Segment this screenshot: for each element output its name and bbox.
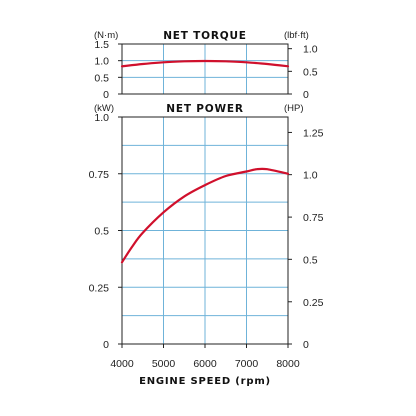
power-left-tick-label: 0.75 bbox=[89, 169, 110, 181]
x-tick-label: 7000 bbox=[235, 358, 259, 370]
torque-left-unit: (N·m) bbox=[94, 30, 118, 41]
power-series-line bbox=[120, 167, 290, 264]
torque-right-tick-label: 0.5 bbox=[303, 66, 318, 78]
power-left-tick-label: 0.25 bbox=[89, 282, 110, 294]
x-tick-label: 6000 bbox=[193, 358, 217, 370]
power-left-tick-label: 0 bbox=[103, 339, 109, 351]
torque-left-tick-label: 1.0 bbox=[94, 56, 109, 68]
torque-right-unit: (lbf·ft) bbox=[284, 30, 309, 41]
torque-series-line bbox=[120, 59, 290, 68]
x-tick-label: 5000 bbox=[152, 358, 176, 370]
power-title: NET POWER bbox=[166, 103, 243, 115]
power-right-tick-label: 1.25 bbox=[303, 127, 324, 139]
power-left-tick-label: 1.0 bbox=[94, 112, 109, 124]
power-right-tick-label: 0.5 bbox=[303, 254, 318, 266]
power-right-tick-label: 1.0 bbox=[303, 170, 318, 182]
power-right-tick-label: 0 bbox=[303, 339, 309, 351]
torque-right-tick-label: 1.0 bbox=[303, 44, 318, 56]
power-right-tick-label: 0.25 bbox=[303, 297, 324, 309]
torque-left-tick-label: 0.5 bbox=[94, 72, 109, 84]
torque-plot-frame bbox=[121, 43, 289, 95]
power-right-unit: (HP) bbox=[284, 103, 304, 114]
x-axis-title: ENGINE SPEED (rpm) bbox=[139, 376, 271, 387]
x-tick-label: 4000 bbox=[110, 358, 134, 370]
torque-left-tick-label: 1.5 bbox=[94, 39, 109, 51]
power-left-unit: (kW) bbox=[94, 103, 114, 114]
torque-right-tick-label: 0 bbox=[303, 89, 309, 101]
power-left-tick-label: 0.5 bbox=[94, 226, 109, 238]
torque-left-tick-label: 0 bbox=[103, 89, 109, 101]
torque-title: NET TORQUE bbox=[163, 30, 247, 42]
x-tick-label: 8000 bbox=[276, 358, 300, 370]
power-right-tick-label: 0.75 bbox=[303, 212, 324, 224]
